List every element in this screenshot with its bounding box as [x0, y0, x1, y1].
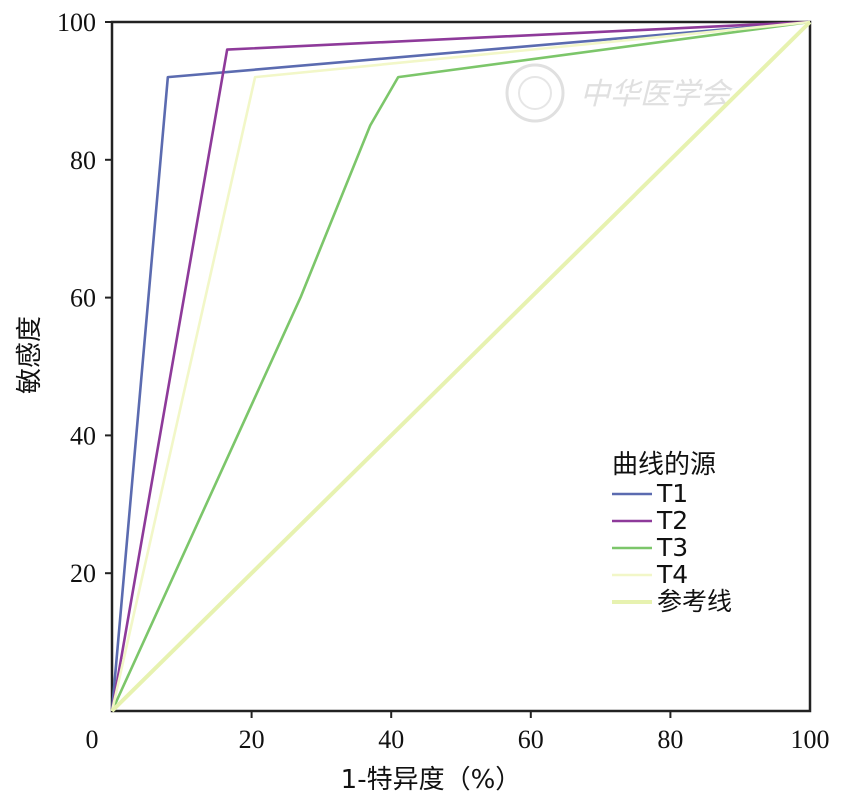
legend-title: 曲线的源: [612, 450, 716, 480]
watermark-seal-icon: [505, 63, 565, 123]
x-tick-label: 100: [791, 725, 830, 754]
series-line-1: [110, 20, 811, 712]
y-tick-label: 60: [70, 284, 96, 313]
legend-label-4: T4: [656, 560, 688, 589]
watermark: 中华医学会: [505, 63, 733, 123]
y-axis-ticks: 20 40 60 80 100: [57, 8, 112, 588]
y-tick-label: 20: [70, 559, 96, 588]
series-line-2: [110, 20, 811, 712]
y-tick-label: 40: [70, 421, 96, 450]
plot-frame: [110, 20, 812, 713]
legend-label-1: T1: [656, 479, 688, 508]
y-tick-label: 100: [57, 8, 96, 37]
x-tick-label: 80: [657, 725, 683, 754]
legend-label-3: T3: [656, 533, 688, 562]
x-tick-label: 20: [239, 725, 265, 754]
legend-label-2: T2: [656, 506, 688, 535]
x-tick-label: 60: [518, 725, 544, 754]
y-axis-label: 敏感度: [15, 316, 45, 394]
legend-label-5: 参考线: [657, 587, 732, 616]
x-axis-ticks: 0 20 40 60 80 100: [86, 711, 830, 754]
x-tick-label: 40: [378, 725, 404, 754]
series-line-5: [110, 20, 812, 713]
series-layer: [110, 20, 812, 713]
x-axis-label: 1-特异度（%）: [341, 765, 522, 795]
x-tick-label: 0: [86, 725, 99, 754]
series-line-4: [110, 20, 811, 712]
y-tick-label: 80: [70, 146, 96, 175]
series-line-3: [110, 20, 811, 712]
watermark-text: 中华医学会: [580, 77, 733, 112]
